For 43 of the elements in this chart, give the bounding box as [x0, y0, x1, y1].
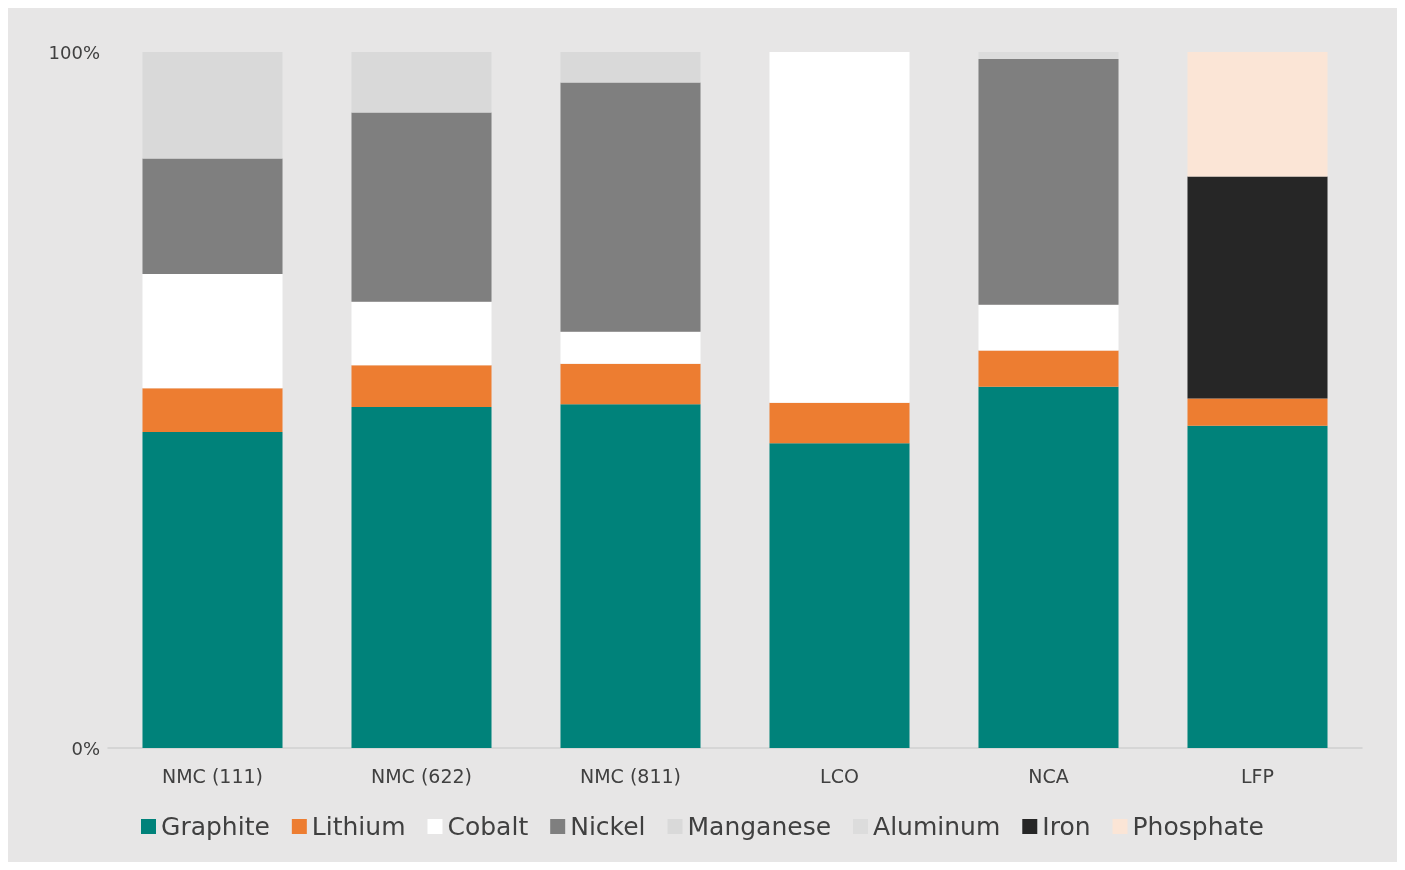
bar [142, 158, 283, 275]
bar [1187, 398, 1328, 426]
legend-label: Iron [1042, 812, 1091, 841]
bar [560, 52, 701, 83]
bar [351, 52, 492, 113]
x-tick-label: NCA [1028, 764, 1069, 787]
bar [1187, 176, 1328, 399]
bar [978, 58, 1119, 305]
bar [351, 112, 492, 302]
y-tick-label: 0% [71, 737, 100, 759]
bar [560, 363, 701, 405]
bar [769, 443, 910, 748]
x-tick-label: LFP [1241, 764, 1274, 787]
legend-label: Lithium [311, 812, 406, 841]
legend-label: Cobalt [447, 812, 529, 841]
bar [560, 82, 701, 332]
bar [351, 365, 492, 407]
bar [769, 402, 910, 444]
legend-label: Aluminum [873, 812, 1001, 841]
bar [1187, 52, 1328, 177]
x-tick-label: NMC (622) [370, 764, 473, 787]
bar [142, 388, 283, 433]
bar [142, 52, 283, 159]
y-tick-label: 100% [48, 41, 100, 63]
legend-label: Graphite [161, 812, 270, 841]
bar [1187, 425, 1328, 748]
legend-label: Nickel [570, 812, 646, 841]
bar [560, 331, 701, 364]
bar [978, 386, 1119, 748]
bar [769, 52, 910, 403]
bar [978, 350, 1119, 387]
bar [351, 301, 492, 366]
bar [351, 406, 492, 748]
bar [142, 274, 283, 389]
x-tick-label: LCO [820, 764, 859, 787]
legend-label: Phosphate [1132, 812, 1264, 841]
bar [978, 52, 1119, 59]
bar [560, 404, 701, 748]
legend-label: Manganese [687, 812, 832, 841]
bar [978, 304, 1119, 351]
bar [142, 432, 283, 748]
x-tick-label: NMC (811) [579, 764, 682, 787]
x-tick-label: NMC (111) [161, 764, 264, 787]
